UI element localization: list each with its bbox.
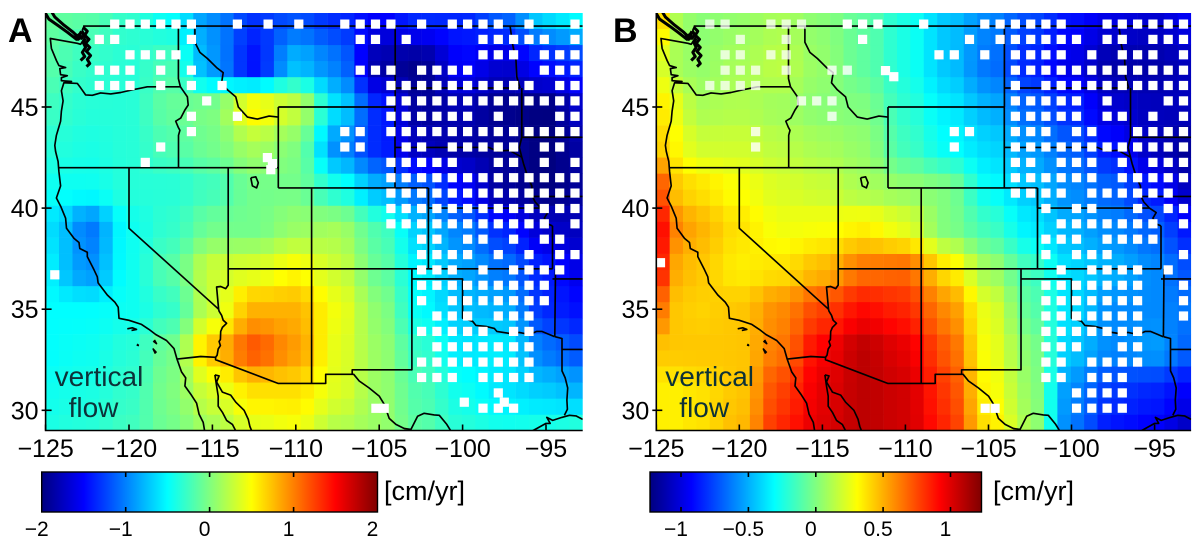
svg-text:35: 35 xyxy=(11,296,39,324)
svg-text:−105: −105 xyxy=(351,435,407,463)
svg-text:−100: −100 xyxy=(1043,435,1099,463)
svg-text:−115: −115 xyxy=(185,435,239,463)
svg-text:B: B xyxy=(613,12,638,50)
svg-text:0.5: 0.5 xyxy=(863,518,892,541)
svg-text:[cm/yr]: [cm/yr] xyxy=(993,476,1074,506)
svg-text:vertical: vertical xyxy=(665,361,754,392)
svg-text:−1: −1 xyxy=(664,518,688,541)
svg-text:30: 30 xyxy=(11,397,39,425)
svg-text:35: 35 xyxy=(621,296,649,324)
svg-text:vertical: vertical xyxy=(55,361,144,392)
svg-text:−2: −2 xyxy=(25,518,49,541)
svg-text:40: 40 xyxy=(11,195,39,223)
svg-text:[cm/yr]: [cm/yr] xyxy=(384,476,465,506)
svg-text:30: 30 xyxy=(621,397,649,425)
svg-text:−95: −95 xyxy=(1133,435,1175,463)
svg-text:1: 1 xyxy=(283,518,295,541)
svg-text:0: 0 xyxy=(199,518,211,541)
svg-text:−1: −1 xyxy=(109,518,133,541)
svg-text:−120: −120 xyxy=(101,435,157,463)
svg-text:−110: −110 xyxy=(878,435,932,463)
svg-text:−125: −125 xyxy=(628,435,684,463)
svg-text:−125: −125 xyxy=(17,435,73,463)
svg-text:−110: −110 xyxy=(269,435,323,463)
svg-text:40: 40 xyxy=(621,195,649,223)
svg-text:45: 45 xyxy=(11,94,39,122)
svg-text:flow: flow xyxy=(69,392,120,423)
svg-text:−95: −95 xyxy=(525,435,567,463)
svg-text:−0.5: −0.5 xyxy=(723,518,764,541)
svg-text:A: A xyxy=(8,12,33,50)
svg-text:0: 0 xyxy=(805,518,817,541)
svg-text:1: 1 xyxy=(940,518,952,541)
svg-text:45: 45 xyxy=(621,94,649,122)
svg-text:flow: flow xyxy=(679,392,730,423)
svg-text:−120: −120 xyxy=(711,435,767,463)
svg-text:2: 2 xyxy=(367,518,379,541)
svg-text:−105: −105 xyxy=(960,435,1016,463)
svg-text:−115: −115 xyxy=(795,435,849,463)
svg-text:−100: −100 xyxy=(434,435,490,463)
